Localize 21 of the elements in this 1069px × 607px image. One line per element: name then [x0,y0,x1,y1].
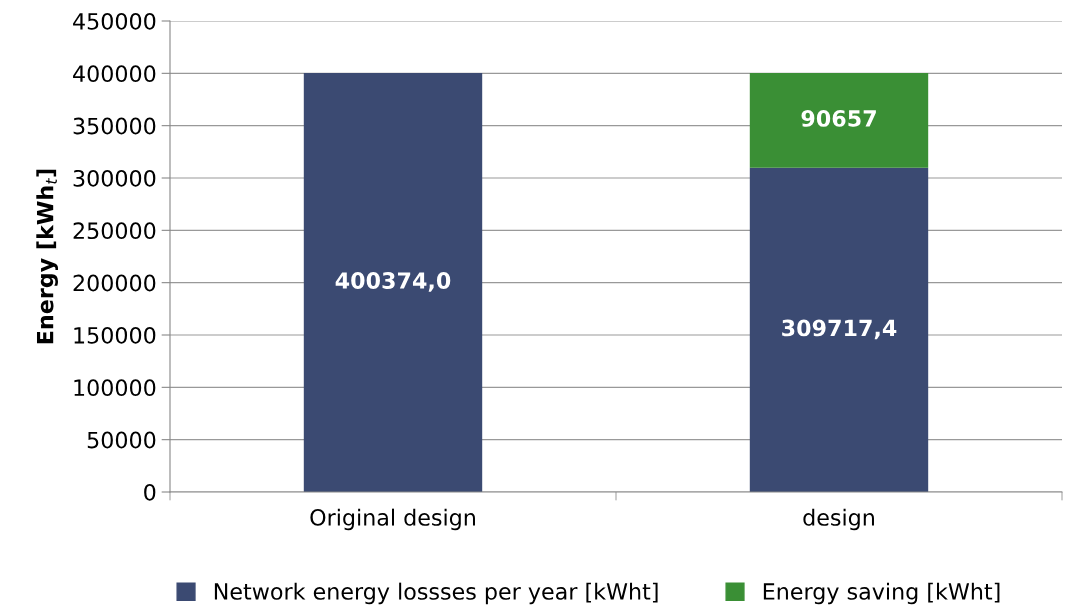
bar [749,72,929,168]
x-tick-label: Original design [310,508,475,531]
y-tick-label: 450000 [73,12,156,30]
bar [749,167,929,492]
y-tick-label: 0 [144,483,156,501]
y-tick-label: 200000 [73,274,156,292]
data-label: 309717,4 [782,319,897,340]
x-tick-label: design [803,508,874,531]
y-axis-title: Energy [kWh$_{t}$] [36,169,58,344]
legend-label: Energy saving [kWht] [763,582,1000,605]
y-tick-label: 250000 [73,222,156,240]
y-tick-label: 300000 [73,169,156,187]
y-tick-label: 350000 [73,117,156,135]
y-tick-label: 50000 [87,431,156,449]
data-label: 400374,0 [335,272,451,292]
y-tick-label: 400000 [73,65,156,83]
bar [303,72,483,492]
legend-label: Network energy lossses per year [kWht] [214,582,658,605]
data-label: 90657 [801,110,876,127]
y-tick-label: 150000 [74,326,156,344]
y-tick-label: 100000 [74,379,156,397]
